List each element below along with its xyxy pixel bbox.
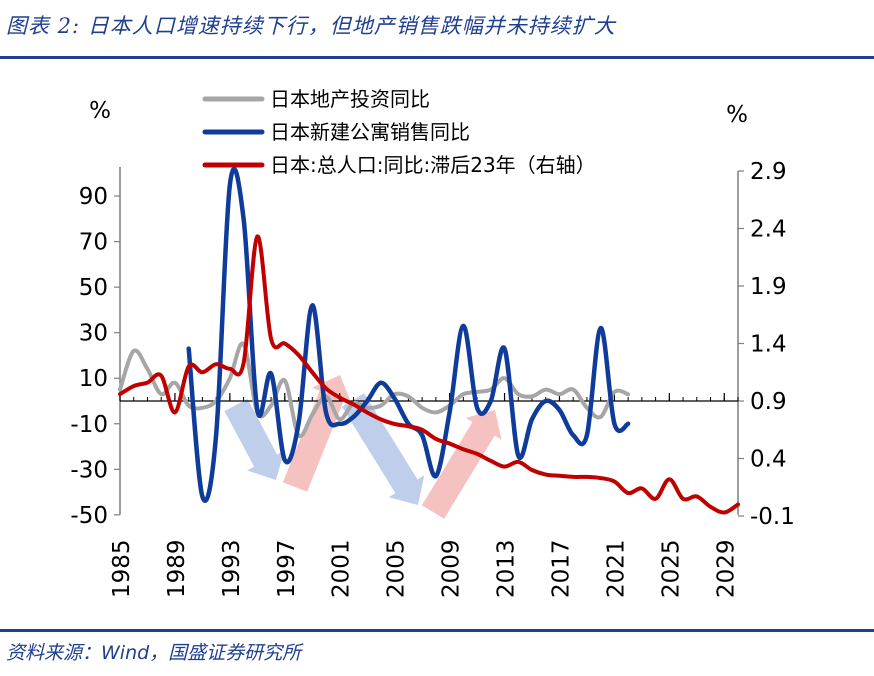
trend-arrows [224, 375, 502, 519]
axes: 90 70 50 30 10 -10 -30 -50 2.9 2.4 1.9 1.4 0.9 0.4 -0.… [70, 98, 794, 598]
x-tick-label: 1985 [109, 539, 135, 598]
down-trend-arrow [341, 393, 425, 505]
x-tick-label: 1993 [219, 539, 245, 598]
left-unit-label: % [89, 98, 111, 124]
x-tick-label: 2029 [713, 539, 739, 598]
right-tick-label: 2.9 [750, 159, 787, 185]
title-rule [0, 56, 874, 59]
right-tick-label: -0.1 [750, 504, 795, 530]
series-line-2 [186, 166, 631, 504]
series-line-1 [118, 341, 631, 439]
legend-label-2: 日本新建公寓销售同比 [270, 120, 470, 144]
right-tick-label: 2.4 [750, 217, 787, 243]
x-tick-label: 2017 [548, 539, 574, 598]
left-tick-label: -10 [70, 412, 108, 438]
x-tick-label: 2013 [494, 539, 520, 598]
x-tick-label: 2025 [658, 539, 684, 598]
left-tick-label: 70 [79, 230, 108, 256]
series-line-3 [118, 234, 740, 515]
figure-title: 图表 2: 日本人口增速持续下行，但地产销售跌幅并未持续扩大 [6, 14, 616, 38]
left-tick-label: 90 [79, 184, 108, 210]
left-tick-label: -50 [70, 503, 108, 529]
left-tick-label: 50 [79, 275, 108, 301]
up-trend-arrow [421, 410, 502, 519]
source-note: 资料来源：Wind，国盛证券研究所 [6, 642, 302, 664]
series-lines [118, 166, 740, 515]
right-tick-label: 0.9 [750, 389, 787, 415]
x-tick-label: 2005 [384, 539, 410, 598]
legend-label-1: 日本地产投资同比 [270, 87, 430, 111]
x-tick-label: 2009 [439, 539, 465, 598]
x-tick-label: 1989 [164, 539, 190, 598]
source-rule [0, 629, 874, 632]
right-tick-label: 1.4 [750, 332, 787, 358]
left-tick-label: -30 [70, 457, 108, 483]
right-tick-label: 0.4 [750, 447, 787, 473]
right-tick-label: 1.9 [750, 274, 787, 300]
x-tick-label: 2001 [329, 539, 355, 598]
up-trend-arrow [282, 375, 352, 492]
left-tick-label: 10 [79, 366, 108, 392]
down-trend-arrow [224, 398, 285, 480]
right-unit-label: % [726, 102, 748, 128]
legend-label-3: 日本:总人口:同比:滞后23年（右轴） [270, 153, 596, 177]
x-tick-label: 2021 [603, 539, 629, 598]
x-tick-label: 1997 [274, 539, 300, 598]
left-tick-label: 30 [79, 321, 108, 347]
